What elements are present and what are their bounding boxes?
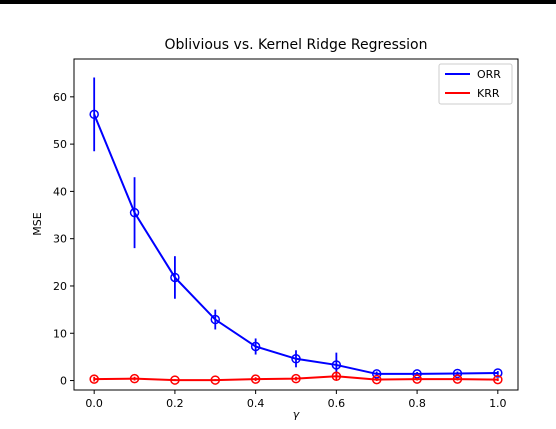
y-tick-label: 20 <box>53 280 67 293</box>
series-layer <box>89 77 503 385</box>
data-point <box>371 369 382 379</box>
data-point <box>331 360 342 370</box>
series-line <box>94 375 498 382</box>
data-point <box>452 374 463 384</box>
y-tick-label: 10 <box>53 327 67 340</box>
data-point <box>250 341 261 352</box>
y-tick-label: 60 <box>53 91 67 104</box>
x-tick-label: 1.0 <box>489 397 507 410</box>
legend: ORR KRR <box>438 63 513 105</box>
data-point <box>371 374 382 385</box>
plot-frame <box>73 58 519 391</box>
data-point <box>170 375 180 385</box>
data-point <box>89 109 99 120</box>
data-point <box>412 374 422 384</box>
y-axis-ticks: 0 10 20 30 40 50 60 <box>53 91 74 388</box>
data-point <box>129 373 140 384</box>
x-tick-label: 0.2 <box>166 397 184 410</box>
data-point <box>493 374 503 385</box>
data-point <box>89 374 99 384</box>
chart-title: Oblivious vs. Kernel Ridge Regression <box>165 37 428 53</box>
y-axis-label: MSE <box>31 212 44 235</box>
data-point <box>210 314 221 325</box>
y-tick-label: 50 <box>53 138 67 151</box>
legend-label: ORR <box>477 68 501 81</box>
x-tick-label: 0.6 <box>328 397 346 410</box>
x-tick-label: 0.4 <box>247 397 265 410</box>
data-point <box>452 368 463 379</box>
data-point <box>331 371 342 382</box>
y-tick-label: 40 <box>53 185 67 198</box>
plot-region <box>89 77 503 385</box>
data-point <box>291 373 301 384</box>
series-orr <box>89 77 503 379</box>
legend-label: KRR <box>477 87 500 100</box>
data-point <box>210 375 221 385</box>
legend-frame <box>438 63 513 105</box>
series-line <box>93 113 498 375</box>
x-axis-label: γ <box>293 408 300 421</box>
x-axis-ticks: 0.0 0.2 0.4 0.6 0.8 1.0 <box>85 390 507 410</box>
y-tick-label: 30 <box>53 233 67 246</box>
series-krr <box>89 371 503 385</box>
data-point <box>493 368 503 378</box>
window-top-border <box>0 0 556 4</box>
x-tick-label: 0.8 <box>408 397 426 410</box>
y-tick-label: 0 <box>60 375 67 388</box>
data-point <box>250 374 261 384</box>
data-point <box>291 354 301 364</box>
x-tick-label: 0.0 <box>85 397 103 410</box>
data-point <box>129 207 140 218</box>
data-point <box>170 272 180 283</box>
